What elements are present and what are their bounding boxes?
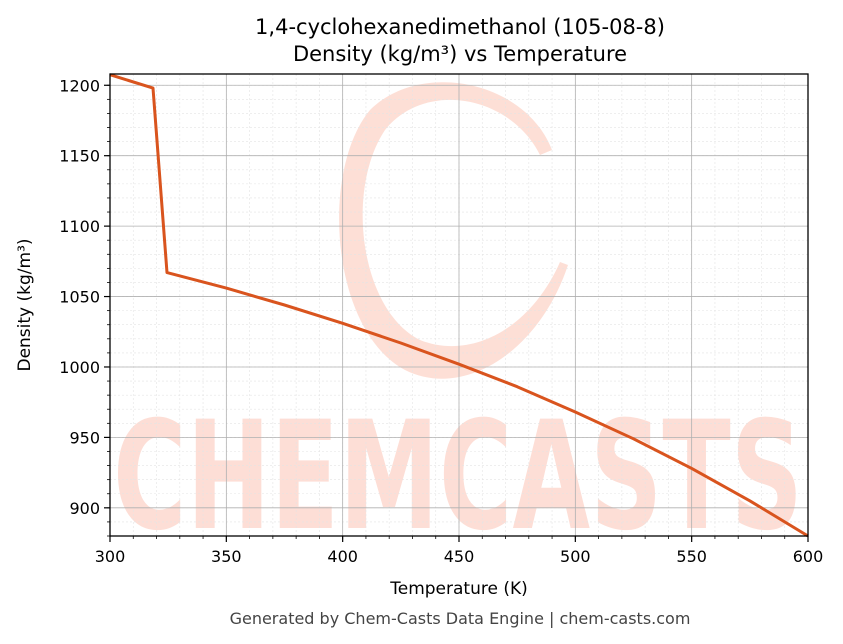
x-tick-label: 550 xyxy=(676,547,707,566)
x-axis-label: Temperature (K) xyxy=(389,579,528,599)
y-axis: 900 950 1000 1050 1100 1150 1200 xyxy=(59,76,110,537)
x-tick-label: 300 xyxy=(95,547,126,566)
y-tick-label: 1100 xyxy=(59,217,100,236)
x-tick-label: 350 xyxy=(211,547,242,566)
y-tick-label: 1000 xyxy=(59,358,100,377)
x-tick-label: 600 xyxy=(793,547,824,566)
chart-title-line1: 1,4-cyclohexanedimethanol (105-08-8) xyxy=(255,15,665,39)
chart-title-line2: Density (kg/m³) vs Temperature xyxy=(293,42,627,66)
y-tick-label: 1050 xyxy=(59,288,100,307)
x-tick-label: 450 xyxy=(444,547,475,566)
y-tick-label: 1150 xyxy=(59,147,100,166)
x-tick-label: 500 xyxy=(560,547,591,566)
x-tick-label: 400 xyxy=(327,547,358,566)
x-axis: 300 350 400 450 500 550 600 xyxy=(95,536,824,566)
y-tick-label: 950 xyxy=(69,428,100,447)
watermark: CHEMCASTS xyxy=(113,82,803,564)
footer-credit: Generated by Chem-Casts Data Engine | ch… xyxy=(230,609,691,628)
density-series-line xyxy=(109,73,809,538)
y-axis-label: Density (kg/m³) xyxy=(15,238,35,371)
y-tick-label: 900 xyxy=(69,499,100,518)
watermark-text: CHEMCASTS xyxy=(113,390,803,564)
y-tick-label: 1200 xyxy=(59,76,100,95)
